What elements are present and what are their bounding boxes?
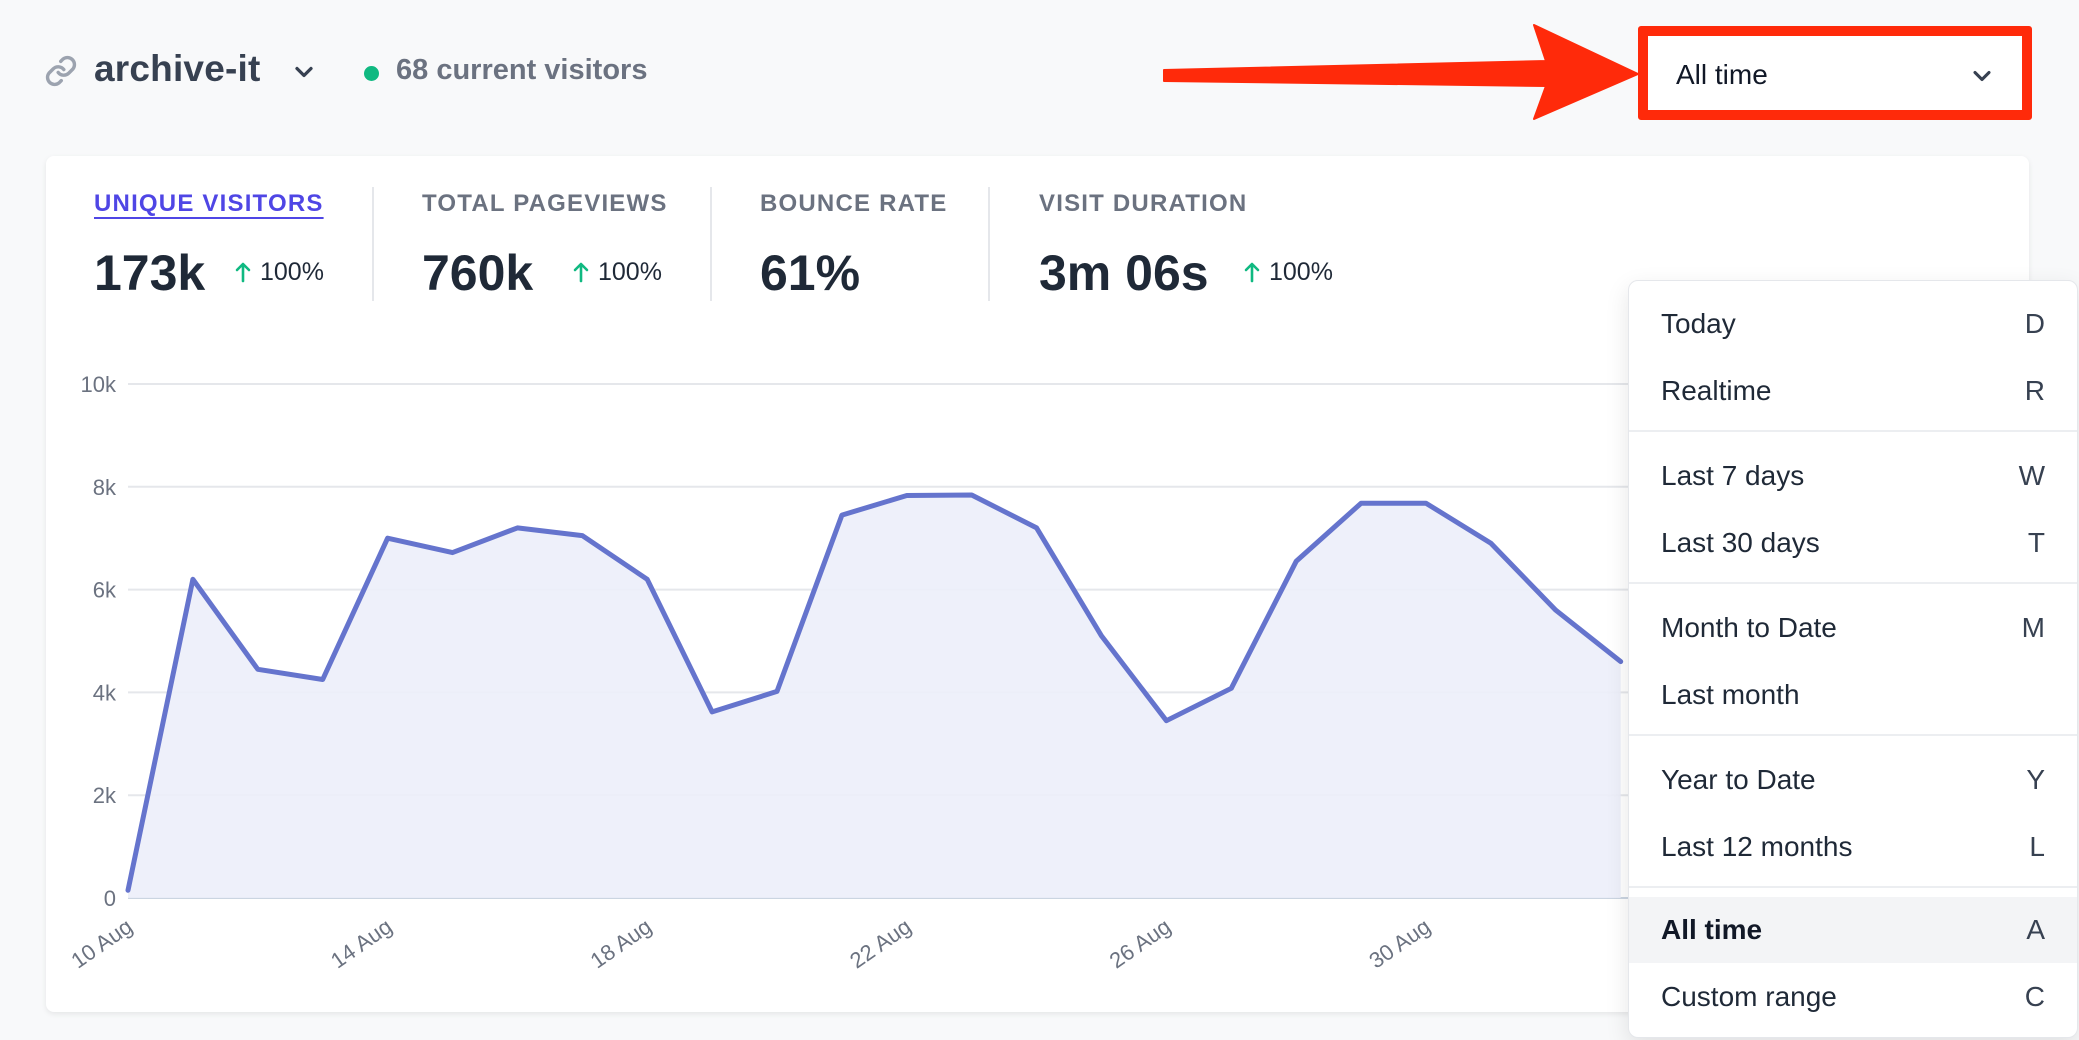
stat-total-pageviews[interactable]: TOTAL PAGEVIEWS 760k 100%	[422, 190, 668, 301]
menu-item-label: Realtime	[1661, 375, 1772, 406]
stat-bounce-rate[interactable]: BOUNCE RATE 61%	[760, 190, 948, 301]
period-dropdown-menu: Today D Realtime R Last 7 days W Last 30…	[1628, 280, 2078, 1038]
menu-item-realtime[interactable]: Realtime R	[1629, 358, 2077, 424]
menu-item-label: Custom range	[1661, 981, 1837, 1012]
menu-item-label: Last month	[1661, 679, 1800, 710]
stat-change: 100%	[572, 258, 662, 287]
stat-divider	[710, 187, 712, 301]
arrow-up-icon	[235, 262, 251, 283]
series-line	[125, 492, 1624, 893]
chevron-down-icon	[1973, 70, 1991, 82]
stat-change-value: 100%	[1269, 258, 1333, 286]
menu-item-month-to-date[interactable]: Month to Date M	[1629, 595, 2077, 661]
stat-value: 760k	[422, 245, 534, 301]
menu-divider	[1629, 430, 2077, 432]
menu-item-label: Year to Date	[1661, 764, 1816, 795]
x-tick-label: 22 Aug	[845, 914, 915, 974]
period-picker-button[interactable]: All time	[1638, 26, 2032, 120]
menu-item-shortcut: W	[2018, 460, 2045, 491]
stat-label: VISIT DURATION	[1039, 190, 1248, 217]
menu-item-last-7-days[interactable]: Last 7 days W	[1629, 443, 2077, 509]
main-graph-card: UNIQUE VISITORS 173k 100% TOTAL PAGEVIEW…	[46, 156, 2078, 1038]
y-tick-label: 4k	[93, 680, 117, 705]
annotation-arrow	[1163, 24, 1639, 120]
menu-item-last-12-months[interactable]: Last 12 months L	[1629, 814, 2077, 880]
y-tick-label: 8k	[93, 475, 117, 500]
menu-item-shortcut: L	[2029, 831, 2045, 862]
menu-item-today[interactable]: Today D	[1629, 291, 2077, 357]
link-icon	[45, 55, 77, 87]
dashboard-header: archive-it 68 current visitors All time	[0, 0, 2079, 140]
stat-visit-duration[interactable]: VISIT DURATION 3m 06s 100%	[1039, 190, 1333, 301]
menu-item-shortcut: R	[2024, 375, 2045, 406]
menu-item-last-month[interactable]: Last month	[1629, 662, 2077, 728]
menu-item-shortcut: Y	[2026, 764, 2045, 795]
x-tick-label: 10 Aug	[66, 914, 136, 974]
menu-item-last-30-days[interactable]: Last 30 days T	[1629, 510, 2077, 576]
stat-unique-visitors[interactable]: UNIQUE VISITORS 173k 100%	[94, 190, 324, 301]
stat-change-value: 100%	[260, 258, 324, 286]
stat-value: 3m 06s	[1039, 245, 1209, 301]
stat-divider	[988, 187, 990, 301]
menu-item-all-time[interactable]: All time A	[1629, 897, 2077, 963]
period-picker-label: All time	[1676, 59, 1768, 90]
stat-value: 61%	[760, 245, 861, 301]
menu-divider	[1629, 886, 2077, 888]
stat-label: UNIQUE VISITORS	[94, 190, 324, 217]
site-name[interactable]: archive-it	[94, 48, 261, 89]
menu-item-label: Month to Date	[1661, 612, 1837, 643]
x-tick-label: 26 Aug	[1105, 914, 1175, 974]
stat-value: 173k	[94, 245, 206, 301]
menu-item-label: Today	[1661, 308, 1736, 339]
live-indicator-dot	[364, 66, 379, 81]
menu-item-label: Last 30 days	[1661, 527, 1820, 558]
menu-item-label: Last 7 days	[1661, 460, 1805, 491]
x-tick-label: 30 Aug	[1364, 914, 1434, 974]
y-tick-label: 2k	[93, 783, 117, 808]
stat-change: 100%	[234, 258, 324, 287]
y-tick-label: 6k	[93, 578, 117, 603]
menu-item-label: All time	[1661, 914, 1763, 945]
stat-change: 100%	[1243, 258, 1333, 287]
y-tick-label: 10k	[81, 372, 117, 397]
stat-label: TOTAL PAGEVIEWS	[422, 190, 668, 217]
current-visitors-link[interactable]: 68 current visitors	[396, 54, 648, 86]
stat-change-value: 100%	[598, 258, 662, 286]
chevron-down-icon[interactable]	[290, 58, 318, 86]
menu-item-shortcut: C	[2024, 981, 2045, 1012]
arrow-up-icon	[1244, 262, 1260, 283]
menu-divider	[1629, 582, 2077, 584]
x-tick-label: 18 Aug	[586, 914, 656, 974]
menu-item-label: Last 12 months	[1661, 831, 1853, 862]
menu-item-shortcut: T	[2027, 527, 2045, 558]
x-tick-label: 14 Aug	[326, 914, 396, 974]
stat-label: BOUNCE RATE	[760, 190, 948, 217]
y-tick-label: 0	[104, 886, 116, 911]
stat-divider	[372, 187, 374, 301]
menu-item-shortcut: D	[2024, 308, 2045, 339]
arrow-up-icon	[573, 262, 589, 283]
menu-divider	[1629, 734, 2077, 736]
menu-item-custom-range[interactable]: Custom range C	[1629, 964, 2077, 1030]
series-area	[128, 495, 1621, 898]
menu-item-year-to-date[interactable]: Year to Date Y	[1629, 747, 2077, 813]
menu-item-shortcut: A	[2026, 914, 2045, 945]
menu-item-shortcut: M	[2021, 612, 2045, 643]
